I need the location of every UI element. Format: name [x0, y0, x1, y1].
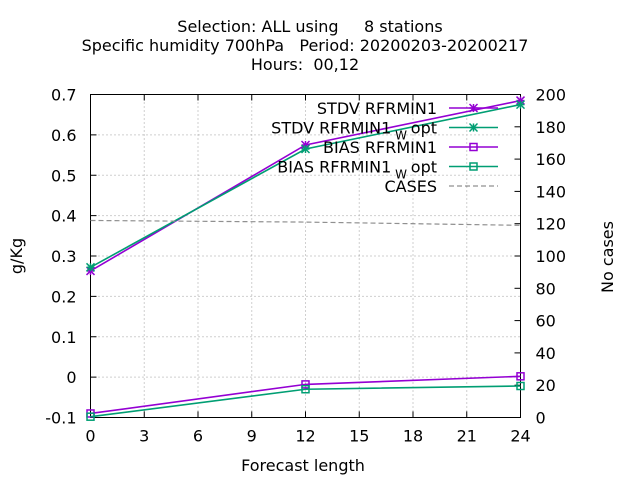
x-tick-label: 6	[193, 427, 203, 446]
data-point	[300, 144, 311, 154]
y2-tick-label: 160	[536, 150, 567, 169]
x-tick-label: 0	[85, 427, 95, 446]
x-axis-label: Forecast length	[241, 456, 365, 475]
series-layer	[85, 96, 526, 421]
chart-title-line-1: Selection: ALL using 8 stations	[177, 17, 442, 36]
legend-marker	[469, 142, 478, 152]
data-point	[301, 380, 310, 389]
chart-title-line-2: Specific humidity 700hPa Period: 2020020…	[82, 36, 529, 55]
series-3	[86, 381, 525, 421]
y-tick-label: -0.1	[45, 409, 76, 428]
legend-label: STDV RFRMIN1	[317, 99, 437, 118]
data-point	[85, 262, 96, 272]
y2-axis-label: No cases	[598, 221, 617, 293]
y-tick-label: 0.4	[51, 207, 76, 226]
series-line	[90, 375, 521, 415]
data-point	[516, 381, 525, 391]
data-point	[516, 372, 525, 381]
y-tick-label: 0.1	[51, 328, 76, 347]
y-tick-label: 0	[66, 368, 76, 387]
x-tick-label: 21	[457, 427, 477, 446]
legend-label: BIAS RFRMIN1 W opt	[277, 158, 437, 182]
x-tick-label: 9	[247, 427, 257, 446]
x-tick-label: 24	[510, 427, 530, 446]
y-tick-label: 0.5	[51, 166, 76, 185]
y2-tick-label: 80	[536, 279, 556, 298]
data-point	[86, 412, 95, 421]
x-tick-label: 15	[349, 427, 369, 446]
legend-marker	[468, 103, 479, 113]
y2-tick-label: 180	[536, 118, 567, 137]
legend-entry: STDV RFRMIN1 W opt	[271, 119, 498, 143]
y-tick-label: 0.2	[51, 287, 76, 306]
series-1	[85, 100, 526, 272]
legend-marker	[468, 122, 479, 133]
chart-title-line-3: Hours: 00,12	[251, 55, 359, 74]
legend-entry: BIAS RFRMIN1	[323, 138, 498, 157]
y-tick-label: 0.3	[51, 247, 76, 266]
data-point	[515, 100, 526, 110]
x-tick-label: 3	[139, 427, 149, 446]
series-line	[90, 385, 521, 418]
y2-tick-label: 40	[536, 344, 556, 363]
legend-label: BIAS RFRMIN1	[323, 138, 437, 157]
y-tick-label: 0.7	[51, 86, 76, 105]
y2-tick-label: 120	[536, 215, 567, 234]
legend-label: CASES	[384, 177, 437, 196]
y-tick-label: 0.6	[51, 126, 76, 145]
y2-tick-label: 200	[536, 86, 567, 105]
x-tick-label: 12	[295, 427, 315, 446]
x-tick-label: 18	[403, 427, 423, 446]
legend-label: STDV RFRMIN1 W opt	[271, 119, 437, 143]
y2-tick-label: 60	[536, 312, 556, 331]
legend-entry: BIAS RFRMIN1 W opt	[277, 158, 498, 182]
legend-entry: CASES	[384, 177, 498, 196]
y2-tick-label: 140	[536, 182, 567, 201]
y2-tick-label: 20	[536, 376, 556, 395]
legend-entry: STDV RFRMIN1	[317, 99, 498, 118]
data-point	[301, 384, 310, 394]
y2-tick-label: 100	[536, 247, 567, 266]
y-axis-label: g/Kg	[7, 238, 26, 274]
legend-marker	[469, 162, 478, 171]
y2-tick-label: 0	[536, 409, 546, 428]
axis-ticks: 0 3 6 9 12 15 18 21 24 -0.1 0 0.1 0.2 0.3 0.4 0.5 0.6 0.7…	[45, 86, 566, 446]
